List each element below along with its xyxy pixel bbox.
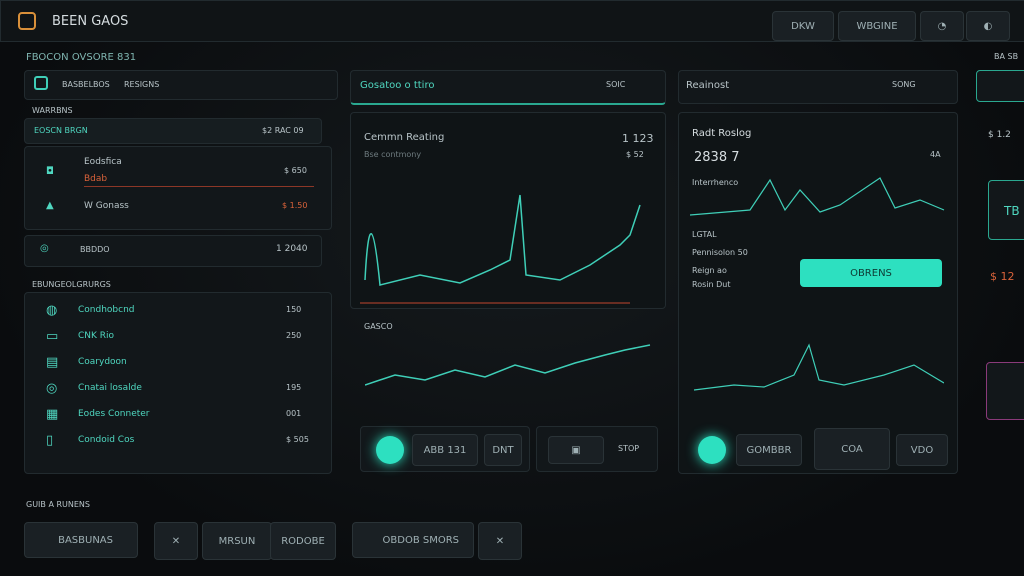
right-card (678, 112, 958, 474)
tab-icon (34, 76, 48, 90)
item-row (24, 235, 322, 267)
list-icon: ▭ (46, 329, 59, 344)
bottom-button[interactable]: MRSUN (202, 522, 272, 560)
control[interactable]: DNT (484, 434, 522, 466)
chart-title: Cemmn Reating (364, 132, 445, 143)
edge-value: TB (1004, 204, 1020, 218)
primary-button[interactable]: OBRENS (800, 259, 942, 287)
list-value: $ 505 (286, 435, 309, 444)
edge-card (986, 362, 1024, 420)
list-icon: ◎ (46, 381, 58, 396)
chart-sub-value: $ 52 (626, 150, 644, 159)
panel-action[interactable]: SOIC (606, 80, 626, 89)
sparkline (690, 177, 945, 216)
chart-side: 4A (930, 150, 941, 159)
bottom-title: GUIB A RUNENS (26, 500, 90, 509)
panel-header (678, 70, 958, 104)
logo (18, 12, 36, 30)
panel-title: Gosatoo o ttiro (360, 80, 435, 91)
app-title: BEEN GAOS (52, 14, 129, 29)
label: Pennisolon 50 (692, 248, 748, 257)
list-value: 001 (286, 409, 302, 418)
icon: ◘ (46, 166, 54, 177)
panel-action[interactable]: SONG (892, 80, 916, 89)
list-label: Condhobcnd (78, 305, 135, 315)
header-button[interactable]: WBGINE (838, 11, 916, 41)
toggle[interactable]: ▣ (548, 436, 604, 464)
control[interactable]: GOMBBR (736, 434, 802, 466)
list-label: Cnatai losalde (78, 383, 142, 393)
tab-bar (24, 70, 338, 100)
section-title: FBOCON OVSORE 831 (26, 52, 137, 63)
list-icon: ▦ (46, 407, 59, 422)
list-title: EBUNGEOLGRURGS (32, 280, 111, 289)
item-label: Eodsfica (84, 157, 122, 167)
section-title: GASCO (364, 322, 393, 331)
icon-button[interactable]: ✕ (478, 522, 522, 560)
chart-sub: Bse contmony (364, 150, 422, 159)
item-value: 1 2040 (276, 244, 308, 254)
chart-value: 1 123 (622, 132, 654, 145)
sparkline (365, 344, 651, 386)
label: LGTAL (692, 230, 717, 239)
tab[interactable]: BASBELBOS (62, 80, 110, 89)
list-value: 250 (286, 331, 302, 340)
sparkline (360, 194, 641, 304)
items-panel (24, 146, 332, 230)
chart-title: Radt Roslog (692, 128, 752, 139)
chart-value: 2838 7 (694, 150, 740, 165)
icon: ◎ (40, 243, 49, 254)
list-label: Coarydoon (78, 357, 127, 367)
item-label: W Gonass (84, 201, 129, 211)
summary-label: EOSCN BRGN (34, 126, 88, 135)
list-value: 195 (286, 383, 302, 392)
chart-card (350, 112, 666, 309)
summary-row (24, 118, 322, 144)
list-label: Condoid Cos (78, 435, 135, 445)
icon-button[interactable]: ◔ (920, 11, 964, 41)
header-button[interactable]: DKW (772, 11, 834, 41)
control[interactable]: ABB 131 (412, 434, 478, 466)
sparkline (694, 343, 944, 391)
item-label: BBDDO (80, 245, 110, 254)
play-button[interactable] (698, 436, 726, 464)
icon-button[interactable]: ✕ (154, 522, 198, 560)
edge-card (988, 180, 1024, 240)
bottom-button[interactable]: OBDOB SMORS (352, 522, 474, 558)
subtitle: WARRBNS (32, 106, 73, 115)
item-sub: Bdab (84, 174, 108, 184)
control[interactable]: STOP (618, 444, 640, 453)
list-value: 150 (286, 305, 302, 314)
control[interactable]: COA (814, 428, 890, 470)
panel-title: Reainost (686, 80, 730, 91)
panel-header (350, 70, 666, 105)
icon: ▲ (46, 200, 54, 211)
control[interactable]: VDO (896, 434, 948, 466)
bottom-button[interactable]: RODOBE (270, 522, 336, 560)
summary-value: $2 RAC 09 (262, 126, 304, 135)
list-panel (24, 292, 332, 474)
list-label: CNK Rio (78, 331, 115, 341)
edge-label: BA SB (994, 52, 1019, 61)
label: Rosin Dut (692, 280, 731, 289)
edge-tab (976, 70, 1024, 102)
item-value: $ 650 (284, 166, 307, 175)
tab[interactable]: RESIGNS (124, 80, 160, 89)
list-label: Eodes Conneter (78, 409, 150, 419)
edge-value: $ 12 (990, 270, 1015, 283)
bottom-button[interactable]: BASBUNAS (24, 522, 138, 558)
icon-button[interactable]: ◐ (966, 11, 1010, 41)
label: Interrhenco (692, 178, 739, 187)
label: Reign ao (692, 266, 727, 275)
divider (84, 186, 314, 187)
list-icon: ▯ (46, 433, 54, 448)
edge-value: $ 1.2 (988, 130, 1011, 140)
list-icon: ◍ (46, 303, 58, 318)
list-icon: ▤ (46, 355, 59, 370)
item-value: $ 1.50 (282, 201, 308, 210)
play-button[interactable] (376, 436, 404, 464)
